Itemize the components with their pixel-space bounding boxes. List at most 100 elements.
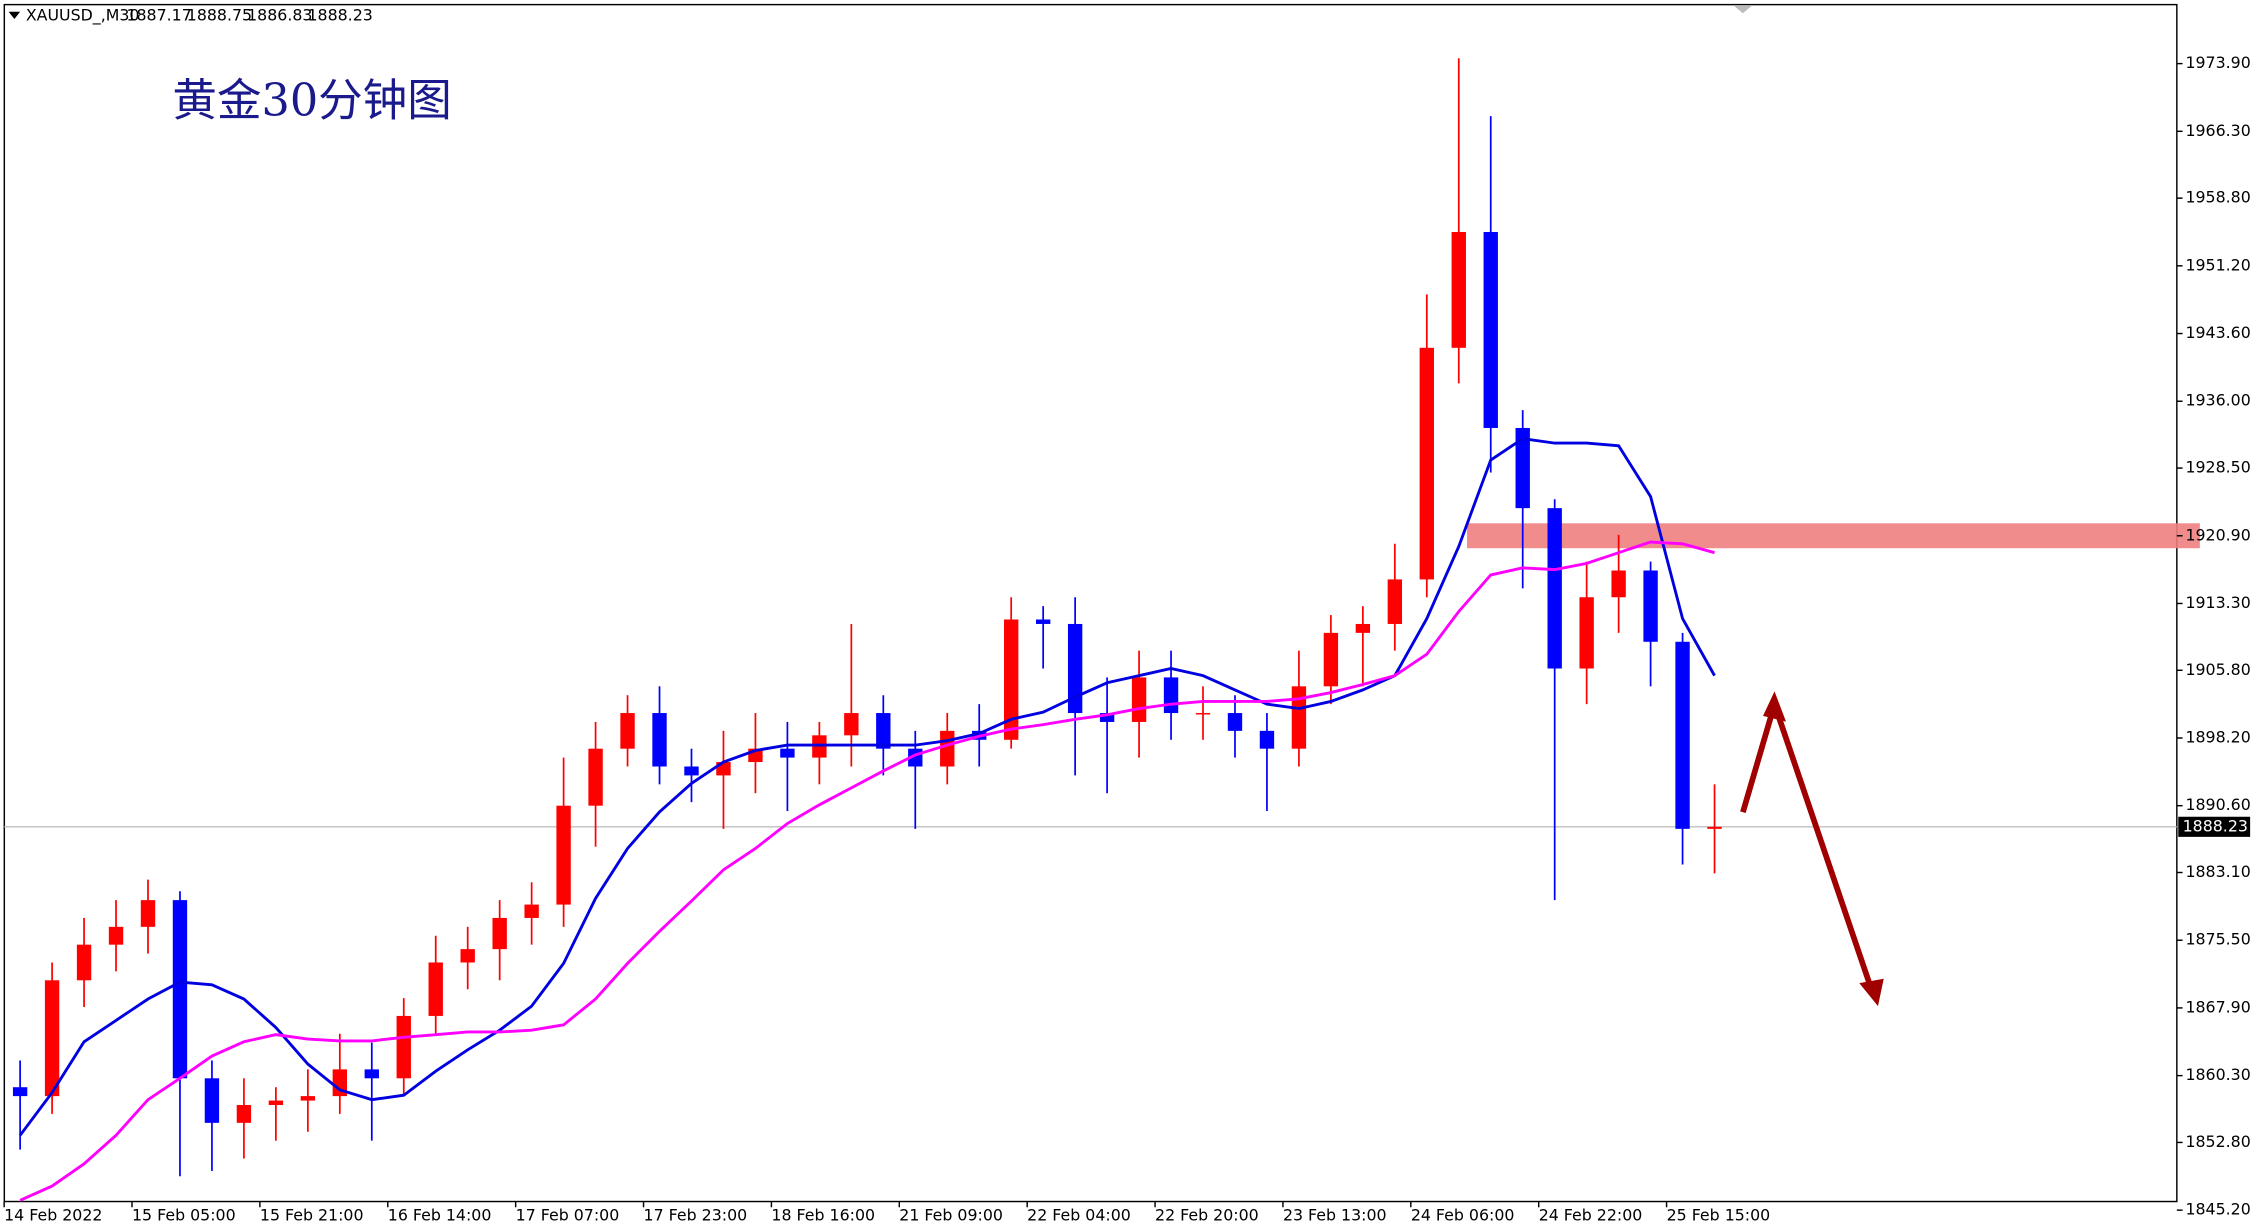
candle-body: [300, 1096, 316, 1101]
y-tick-label: 1867.90: [2185, 997, 2250, 1016]
y-tick-label: 1875.50: [2185, 930, 2250, 949]
symbol: XAUUSD_,M30: [26, 6, 140, 26]
x-tick-label: 16 Feb 14:00: [388, 1205, 492, 1224]
candle-body: [524, 904, 539, 918]
arrow-down-line: [1771, 703, 1875, 993]
chart-title: 黄金30分钟图: [172, 74, 451, 126]
x-tick-label: 17 Feb 23:00: [644, 1205, 748, 1224]
x-tick-label: 22 Feb 04:00: [1027, 1205, 1131, 1224]
candle-body: [844, 713, 859, 736]
candle-body: [780, 748, 795, 758]
x-tick-label: 21 Feb 09:00: [899, 1205, 1003, 1224]
arrow-up-line: [1740, 703, 1778, 813]
candle-body: [684, 766, 699, 776]
y-tick-label: 1913.30: [2185, 593, 2250, 612]
candle-body: [1515, 427, 1530, 509]
y-tick-label: 1890.60: [2185, 795, 2250, 814]
y-tick-label: 1973.90: [2185, 53, 2250, 72]
candle-body: [1355, 623, 1371, 633]
candle-body: [172, 900, 188, 1079]
arrow-down-head: [1859, 978, 1884, 1007]
x-tick-label: 24 Feb 06:00: [1411, 1205, 1515, 1224]
x-tick-label: 15 Feb 21:00: [260, 1205, 364, 1224]
y-tick-label: 1936.00: [2185, 391, 2250, 410]
candle-body: [1259, 730, 1275, 749]
candle-body: [236, 1105, 252, 1123]
candle-body: [364, 1069, 379, 1079]
candle-body: [1451, 231, 1466, 348]
y-tick-label: 1920.90: [2185, 525, 2250, 544]
candle-body: [1163, 677, 1179, 714]
candle-body: [588, 748, 603, 806]
candle-body: [1004, 619, 1019, 740]
candle-body: [940, 730, 955, 767]
candle-body: [1643, 570, 1658, 642]
candle-body: [1611, 570, 1626, 598]
candle-body: [1131, 677, 1147, 722]
resistance-zone: [1467, 523, 2200, 549]
candle-body: [1067, 623, 1083, 714]
moving-average: [18, 437, 1716, 1137]
candle-body: [1419, 347, 1434, 580]
candle-body: [332, 1069, 348, 1097]
x-tick-label: 14 Feb 2022: [4, 1205, 102, 1224]
candle-body: [108, 926, 124, 945]
y-tick-label: 1860.30: [2185, 1065, 2250, 1084]
candle-body: [44, 980, 60, 1097]
candle-body: [1227, 713, 1243, 731]
plot-frame: [3, 3, 2178, 1203]
candle-body: [652, 713, 667, 767]
candle-body: [76, 944, 92, 981]
candle-body: [268, 1100, 284, 1106]
candle-body: [204, 1078, 220, 1123]
y-tick-label: 1958.80: [2185, 188, 2250, 207]
y-tick-label: 1943.60: [2185, 323, 2250, 342]
candle-body: [460, 949, 475, 963]
candle-body: [1099, 713, 1115, 722]
candle-body: [1387, 579, 1403, 624]
moving-average: [19, 540, 1715, 1202]
candle-body: [140, 900, 156, 927]
menu-triangle[interactable]: [8, 11, 21, 19]
candle-body: [1707, 826, 1722, 829]
shift-marker: [1734, 6, 1752, 14]
x-tick-label: 22 Feb 20:00: [1155, 1205, 1259, 1224]
candle-body: [428, 962, 443, 1016]
candle-body: [1291, 686, 1307, 749]
current-price-box: [2178, 816, 2251, 837]
candle-body: [1579, 597, 1594, 669]
candle-body: [396, 1015, 411, 1079]
y-tick-label: 1852.80: [2185, 1132, 2250, 1151]
candle-body: [1035, 619, 1051, 624]
y-tick-label: 1898.20: [2185, 727, 2250, 746]
y-tick-label: 1951.20: [2185, 255, 2250, 274]
current-price-label: 1888.23: [2183, 816, 2248, 835]
candle-body: [876, 713, 891, 749]
y-tick-label: 1928.50: [2185, 458, 2250, 477]
ohlc-value: 1888.75: [187, 6, 252, 25]
candle-body: [1547, 508, 1562, 669]
ohlc-value: 1887.17: [126, 6, 191, 25]
x-tick-label: 25 Feb 15:00: [1667, 1205, 1771, 1224]
ohlc-value: 1886.83: [247, 6, 312, 25]
y-tick-label: 1905.80: [2185, 660, 2250, 679]
candle-body: [1483, 231, 1498, 428]
arrow-annotation: [1740, 691, 1884, 1007]
x-tick-label: 18 Feb 16:00: [771, 1205, 875, 1224]
candle-body: [1323, 632, 1339, 687]
candle-body: [492, 917, 507, 950]
ohlc-value: 1888.23: [307, 6, 372, 25]
candle-body: [1675, 641, 1690, 829]
y-tick-label: 1883.10: [2185, 862, 2250, 881]
candle-body: [12, 1087, 28, 1097]
y-tick-label: 1845.20: [2185, 1200, 2250, 1219]
candle-body: [620, 713, 635, 749]
candle-body: [1195, 713, 1211, 715]
x-tick-label: 15 Feb 05:00: [132, 1205, 236, 1224]
candle-body: [556, 805, 571, 905]
y-tick-label: 1966.30: [2185, 121, 2250, 140]
x-tick-label: 24 Feb 22:00: [1539, 1205, 1643, 1224]
